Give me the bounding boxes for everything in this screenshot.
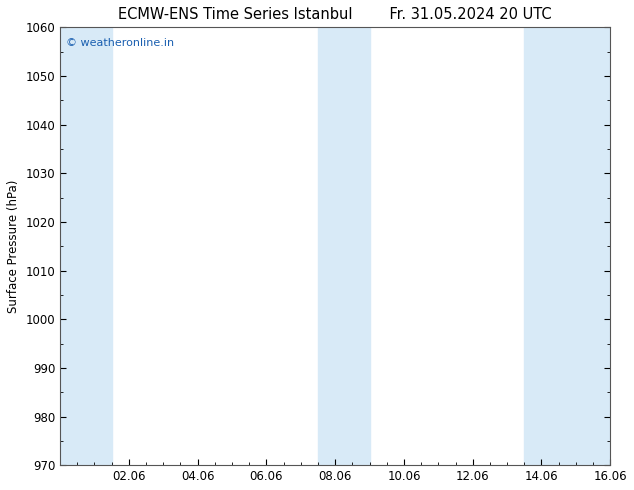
Y-axis label: Surface Pressure (hPa): Surface Pressure (hPa) xyxy=(7,179,20,313)
Bar xyxy=(318,27,370,465)
Bar xyxy=(60,27,112,465)
Bar xyxy=(524,27,611,465)
Text: © weatheronline.in: © weatheronline.in xyxy=(65,38,174,48)
Title: ECMW-ENS Time Series Istanbul        Fr. 31.05.2024 20 UTC: ECMW-ENS Time Series Istanbul Fr. 31.05.… xyxy=(119,7,552,22)
